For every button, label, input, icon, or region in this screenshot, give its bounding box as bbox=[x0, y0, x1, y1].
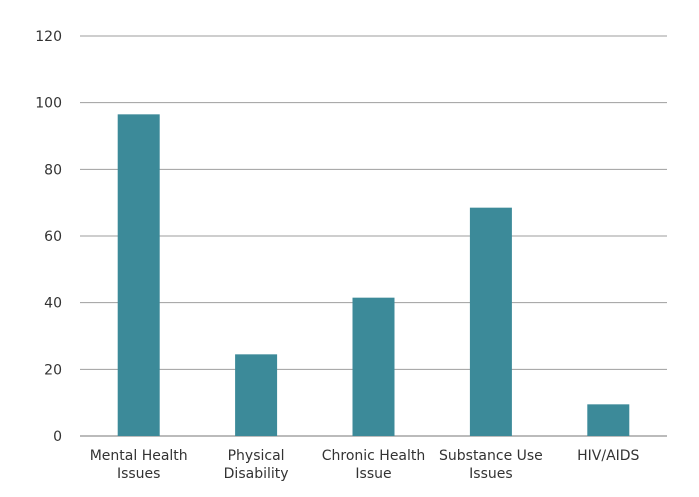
x-category-label-line: Issues bbox=[469, 466, 513, 482]
x-category-label: Chronic Health Issue bbox=[322, 448, 426, 482]
x-category-label-line: Mental Health bbox=[90, 448, 188, 464]
x-category-label-line: Chronic Health bbox=[322, 448, 426, 464]
x-category-label-line: Issues bbox=[117, 466, 161, 482]
bars bbox=[117, 114, 630, 436]
x-category-label: HIV/AIDS bbox=[577, 448, 639, 464]
bar bbox=[587, 404, 630, 436]
y-tick-label: 60 bbox=[44, 229, 62, 245]
x-category-label-line: HIV/AIDS bbox=[577, 448, 639, 464]
x-axis-labels: Mental Health Issues Physical Disability Chr… bbox=[90, 448, 640, 482]
x-category-label-line: Issue bbox=[355, 466, 391, 482]
y-tick-label: 100 bbox=[35, 96, 62, 112]
y-axis-ticks: 0 20 40 60 80 100 120 bbox=[35, 29, 62, 445]
y-tick-label: 40 bbox=[44, 296, 62, 312]
x-category-label: Mental Health Issues bbox=[90, 448, 188, 482]
y-tick-label: 0 bbox=[53, 429, 62, 445]
y-tick-label: 120 bbox=[35, 29, 62, 45]
bar bbox=[352, 297, 395, 436]
x-category-label-line: Disability bbox=[224, 466, 289, 482]
y-tick-label: 20 bbox=[44, 362, 62, 378]
x-category-label-line: Substance Use bbox=[439, 448, 543, 464]
bar bbox=[469, 207, 512, 436]
bar bbox=[235, 354, 278, 436]
bar bbox=[117, 114, 160, 436]
y-tick-label: 80 bbox=[44, 162, 62, 178]
x-category-label: Physical Disability bbox=[224, 448, 289, 482]
x-category-label-line: Physical bbox=[228, 448, 285, 464]
x-category-label: Substance Use Issues bbox=[439, 448, 543, 482]
